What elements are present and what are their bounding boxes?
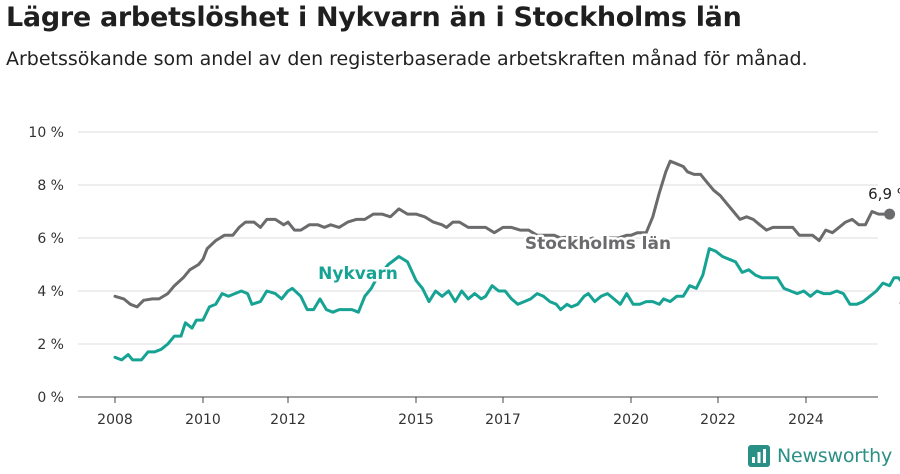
nykvarn-series-line [113,247,900,362]
chart-subtitle: Arbetssökande som andel av den registerb… [6,48,808,70]
newsworthy-logo-icon [747,445,770,467]
x-tick-label: 2024 [788,412,824,428]
x-tick-label: 2010 [185,412,221,428]
brand-logo: Newsworthy [747,444,892,468]
y-tick-label: 8 % [37,178,64,194]
x-tick-label: 2017 [485,412,521,428]
x-tick-label: 2015 [398,412,434,428]
brand-name: Newsworthy [776,445,892,467]
stockholm-end-label: 6,9 % [868,185,900,203]
y-tick-label: 2 % [37,337,64,353]
nykvarn-end-label: 4,4 % [899,292,900,310]
stockholm-end-marker [884,208,896,220]
stockholm-series-line [113,159,892,309]
x-tick-label: 2012 [270,412,306,428]
y-tick-label: 10 % [28,125,64,141]
stockholm-series-label: Stockholms län [525,234,671,254]
x-tick-label: 2020 [613,412,649,428]
chart-title: Lägre arbetslöshet i Nykvarn än i Stockh… [6,2,742,33]
nykvarn-series-label: Nykvarn [318,264,398,284]
x-tick-label: 2022 [700,412,736,428]
x-tick-label: 2008 [97,412,133,428]
y-tick-label: 0 % [37,390,64,406]
y-tick-label: 6 % [37,231,64,247]
y-tick-label: 4 % [37,284,64,300]
